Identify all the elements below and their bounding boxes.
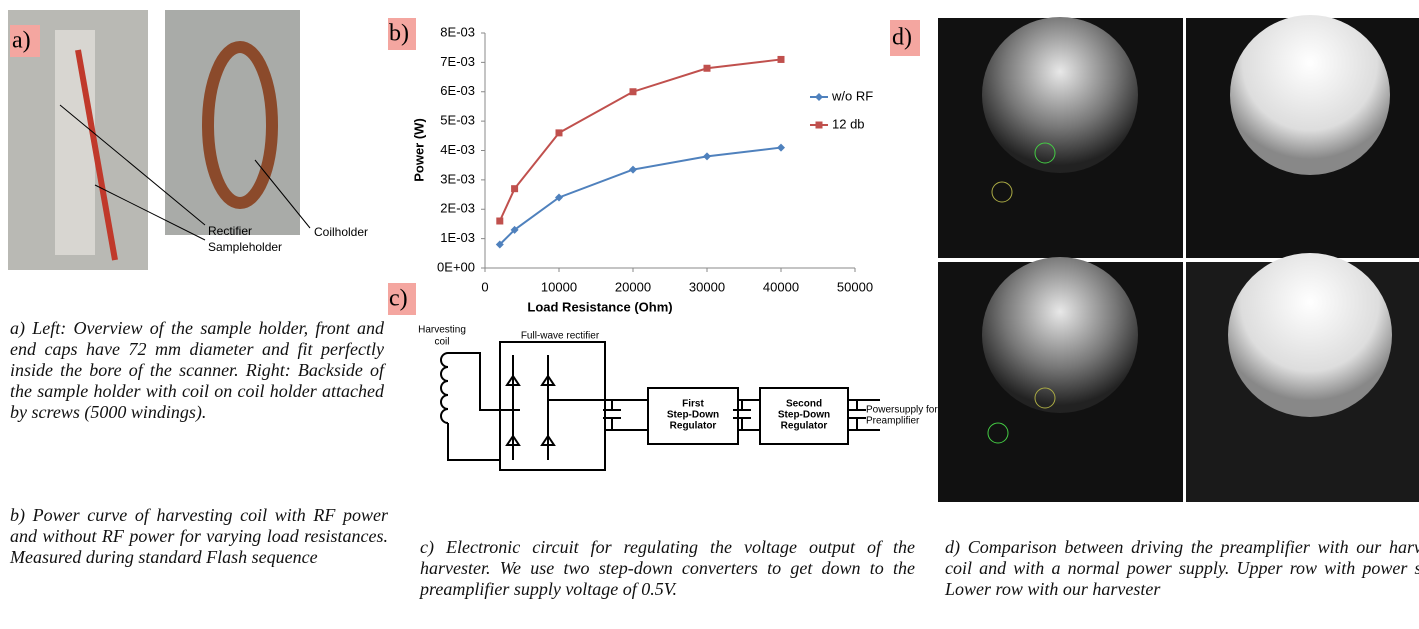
rectifier-box <box>500 342 605 470</box>
legend-label: 12 db <box>832 116 865 131</box>
page: Rectifier Sampleholder Coilholder a) b) … <box>0 0 1419 629</box>
marker <box>704 65 711 72</box>
photo-label: Rectifier <box>208 224 252 238</box>
photo-label: Coilholder <box>314 225 368 239</box>
panel-label: b) <box>389 21 409 47</box>
marker <box>556 129 563 136</box>
circuit-label: Regulator <box>781 421 828 432</box>
y-axis-title: Power (W) <box>411 118 426 182</box>
circuit-label: Step-Down <box>667 410 719 421</box>
wire <box>448 353 513 410</box>
caption: c) Electronic circuit for regulating the… <box>420 537 915 600</box>
y-tick-label: 3E-03 <box>440 171 475 186</box>
y-tick-label: 6E-03 <box>440 83 475 98</box>
marker <box>629 166 637 174</box>
marker <box>778 56 785 63</box>
photo-label: Sampleholder <box>208 240 282 254</box>
y-tick-label: 2E-03 <box>440 201 475 216</box>
mri-phantom <box>1228 253 1392 417</box>
circuit-label: Preamplifier <box>866 416 920 427</box>
x-tick-label: 50000 <box>837 279 873 294</box>
y-tick-label: 5E-03 <box>440 113 475 128</box>
x-tick-label: 20000 <box>615 279 651 294</box>
circuit-label: Full-wave rectifier <box>521 331 600 342</box>
wire <box>448 423 500 460</box>
caption: b) Power curve of harvesting coil with R… <box>10 505 388 568</box>
y-tick-label: 1E-03 <box>440 230 475 245</box>
y-tick-label: 0E+00 <box>437 259 475 274</box>
circuit-label: Powersupply for <box>866 405 938 416</box>
circuit-label: Regulator <box>670 421 717 432</box>
photo-detail <box>55 30 95 255</box>
panel-label: d) <box>892 25 912 51</box>
circuit-label: Harvesting <box>418 325 466 336</box>
wire <box>513 355 605 460</box>
marker <box>496 218 503 225</box>
x-tick-label: 30000 <box>689 279 725 294</box>
circuit: Harvesting coil Full-wave rectifier Firs… <box>418 325 938 470</box>
caption: a) Left: Overview of the sample holder, … <box>10 318 384 423</box>
x-tick-label: 40000 <box>763 279 799 294</box>
mri-phantom <box>1230 15 1390 175</box>
line <box>500 148 781 245</box>
circuit-label: coil <box>434 337 449 348</box>
mri-phantom <box>982 257 1138 413</box>
marker <box>777 144 785 152</box>
x-axis-title: Load Resistance (Ohm) <box>527 299 672 314</box>
y-tick-label: 8E-03 <box>440 24 475 39</box>
panel-label: c) <box>389 286 408 312</box>
circuit-label: First <box>682 399 704 410</box>
panel-label: a) <box>12 28 31 54</box>
circuit-label: Second <box>786 399 822 410</box>
coil-symbol <box>441 353 448 423</box>
marker <box>511 185 518 192</box>
legend-marker <box>815 93 823 101</box>
y-tick-label: 7E-03 <box>440 54 475 69</box>
marker <box>703 152 711 160</box>
y-tick-label: 4E-03 <box>440 142 475 157</box>
x-tick-label: 10000 <box>541 279 577 294</box>
circuit-label: Step-Down <box>778 410 830 421</box>
capacitor <box>603 400 648 430</box>
mri-phantom <box>982 17 1138 173</box>
legend-marker <box>816 122 823 129</box>
x-tick-label: 0 <box>481 279 488 294</box>
legend-label: w/o RF <box>831 88 873 103</box>
marker <box>630 88 637 95</box>
caption: d) Comparison between driving the preamp… <box>945 537 1419 600</box>
line <box>500 59 781 221</box>
